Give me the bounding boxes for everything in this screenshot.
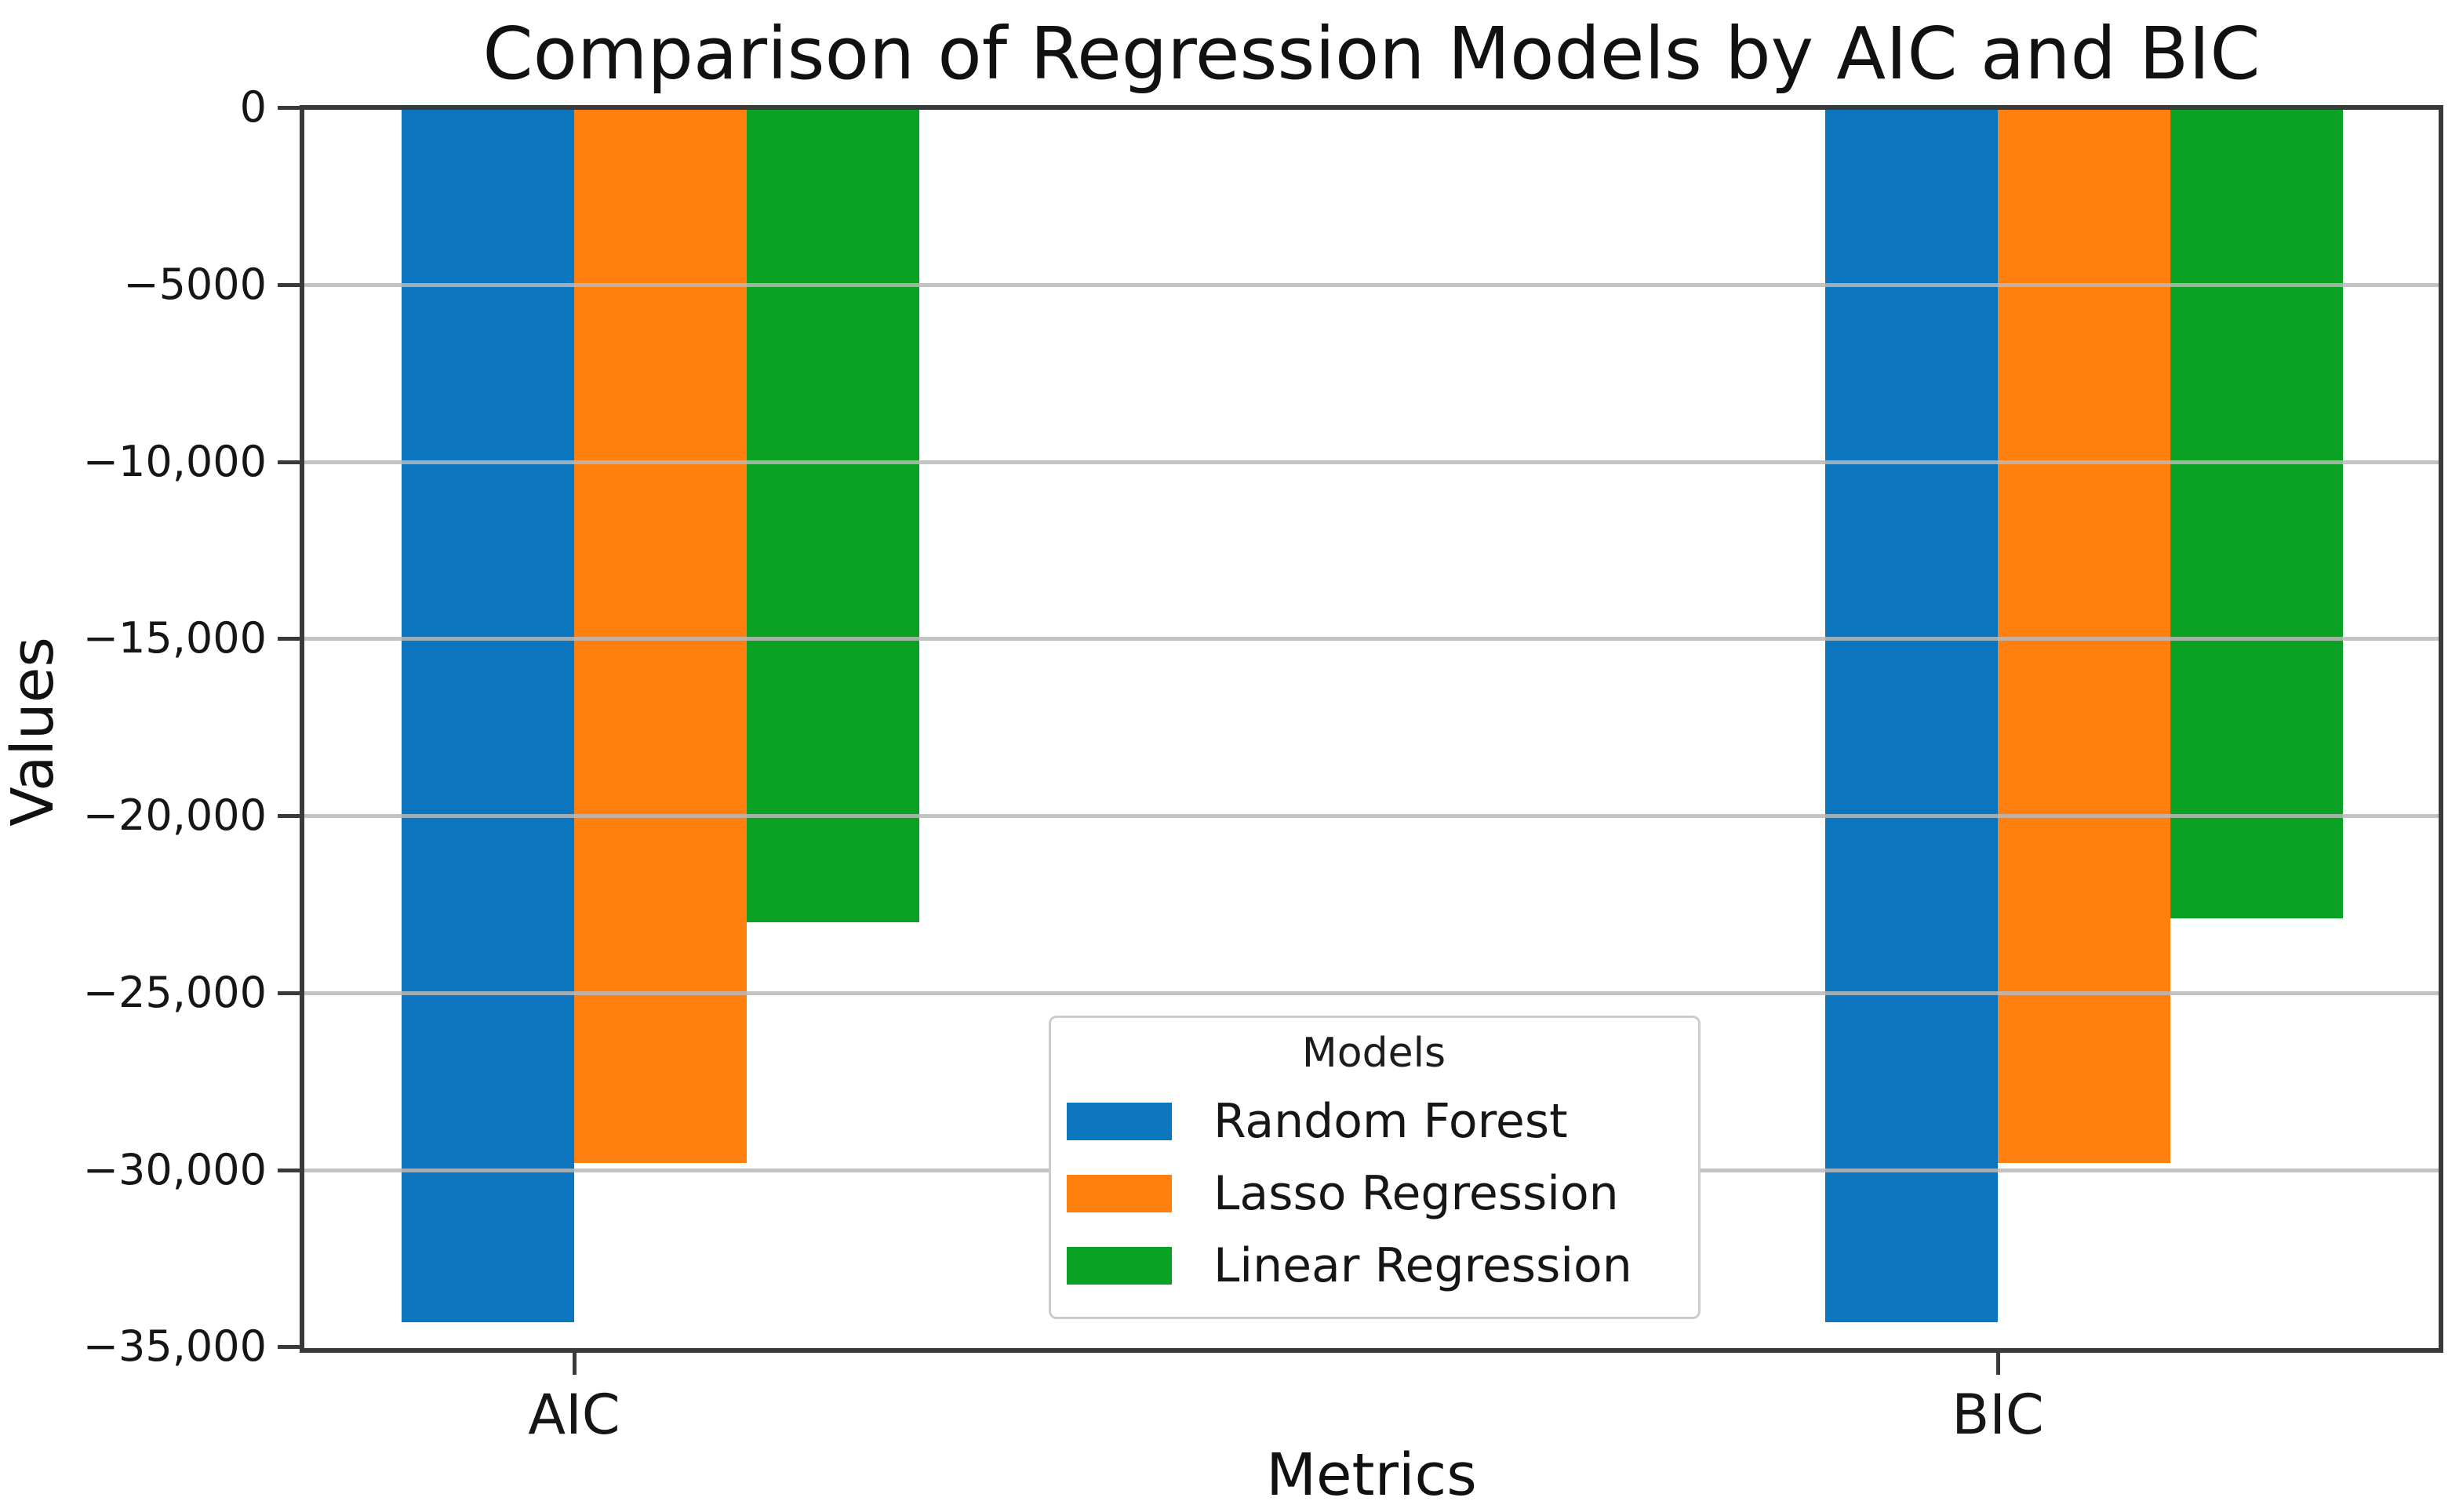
legend-title: Models: [1301, 1030, 1446, 1077]
bar-aic-linear-regression: [747, 107, 920, 922]
legend-swatch: [1067, 1175, 1172, 1212]
x-tick-label-aic: AIC: [528, 1383, 620, 1447]
y-tick-label: −35,000: [82, 1321, 267, 1372]
legend-rows: Random Forest Lasso Regression Linear Regr…: [1067, 1089, 1681, 1299]
legend-label: Lasso Regression: [1213, 1166, 1619, 1221]
gridline--10000: [302, 460, 2441, 464]
y-tick-mark: [278, 1168, 300, 1172]
y-tick-mark: [278, 460, 300, 464]
y-tick-mark: [278, 1345, 300, 1350]
y-tick-mark: [278, 106, 300, 110]
legend-row-linear-regression: Linear Regression: [1067, 1233, 1681, 1299]
y-tick-label: −15,000: [82, 613, 267, 663]
y-tick-mark: [278, 282, 300, 287]
bar-aic-random-forest: [401, 107, 574, 1322]
y-axis-label: Values: [0, 637, 67, 827]
legend-row-random-forest: Random Forest: [1067, 1089, 1681, 1154]
legend-label: Linear Regression: [1213, 1238, 1632, 1293]
legend-label: Random Forest: [1213, 1094, 1568, 1149]
y-tick-label: 0: [239, 82, 267, 132]
y-tick-label: −30,000: [82, 1144, 267, 1194]
x-tick-mark: [1996, 1353, 2001, 1375]
legend-swatch: [1067, 1247, 1172, 1285]
x-axis-label: Metrics: [1266, 1441, 1477, 1509]
x-tick-label-bic: BIC: [1952, 1383, 2044, 1447]
left-axis-spine: [300, 105, 304, 1353]
plot-area: 0 −5000 −10,000 −15,000 −20,000 −25,000 −30,00…: [83, 85, 2443, 1443]
y-tick-mark: [278, 990, 300, 995]
y-tick-label: −25,000: [82, 967, 267, 1017]
bar-aic-lasso-regression: [574, 107, 747, 1163]
y-tick-label: −5000: [123, 259, 267, 309]
gridline--15000: [302, 637, 2441, 642]
bar-bic-random-forest: [1825, 107, 1998, 1322]
bar-bic-lasso-regression: [1998, 107, 2171, 1163]
gridline--5000: [302, 282, 2441, 287]
gridline--25000: [302, 990, 2441, 995]
chart-title: Comparison of Regression Models by AIC a…: [482, 12, 2261, 96]
y-tick-label: −10,000: [82, 436, 267, 486]
legend-row-lasso-regression: Lasso Regression: [1067, 1161, 1681, 1227]
top-spine: [302, 105, 2441, 110]
y-tick-mark: [278, 637, 300, 642]
right-axis-spine: [2439, 105, 2443, 1353]
bottom-spine: [302, 1348, 2441, 1353]
bar-bic-linear-regression: [2170, 107, 2344, 919]
legend-box: Models Random Forest Lasso Regression Line…: [1049, 1016, 1701, 1319]
y-tick-label: −20,000: [82, 791, 267, 841]
y-tick-mark: [278, 814, 300, 819]
legend-swatch: [1067, 1103, 1172, 1140]
gridline--20000: [302, 814, 2441, 819]
x-tick-mark: [573, 1353, 577, 1375]
